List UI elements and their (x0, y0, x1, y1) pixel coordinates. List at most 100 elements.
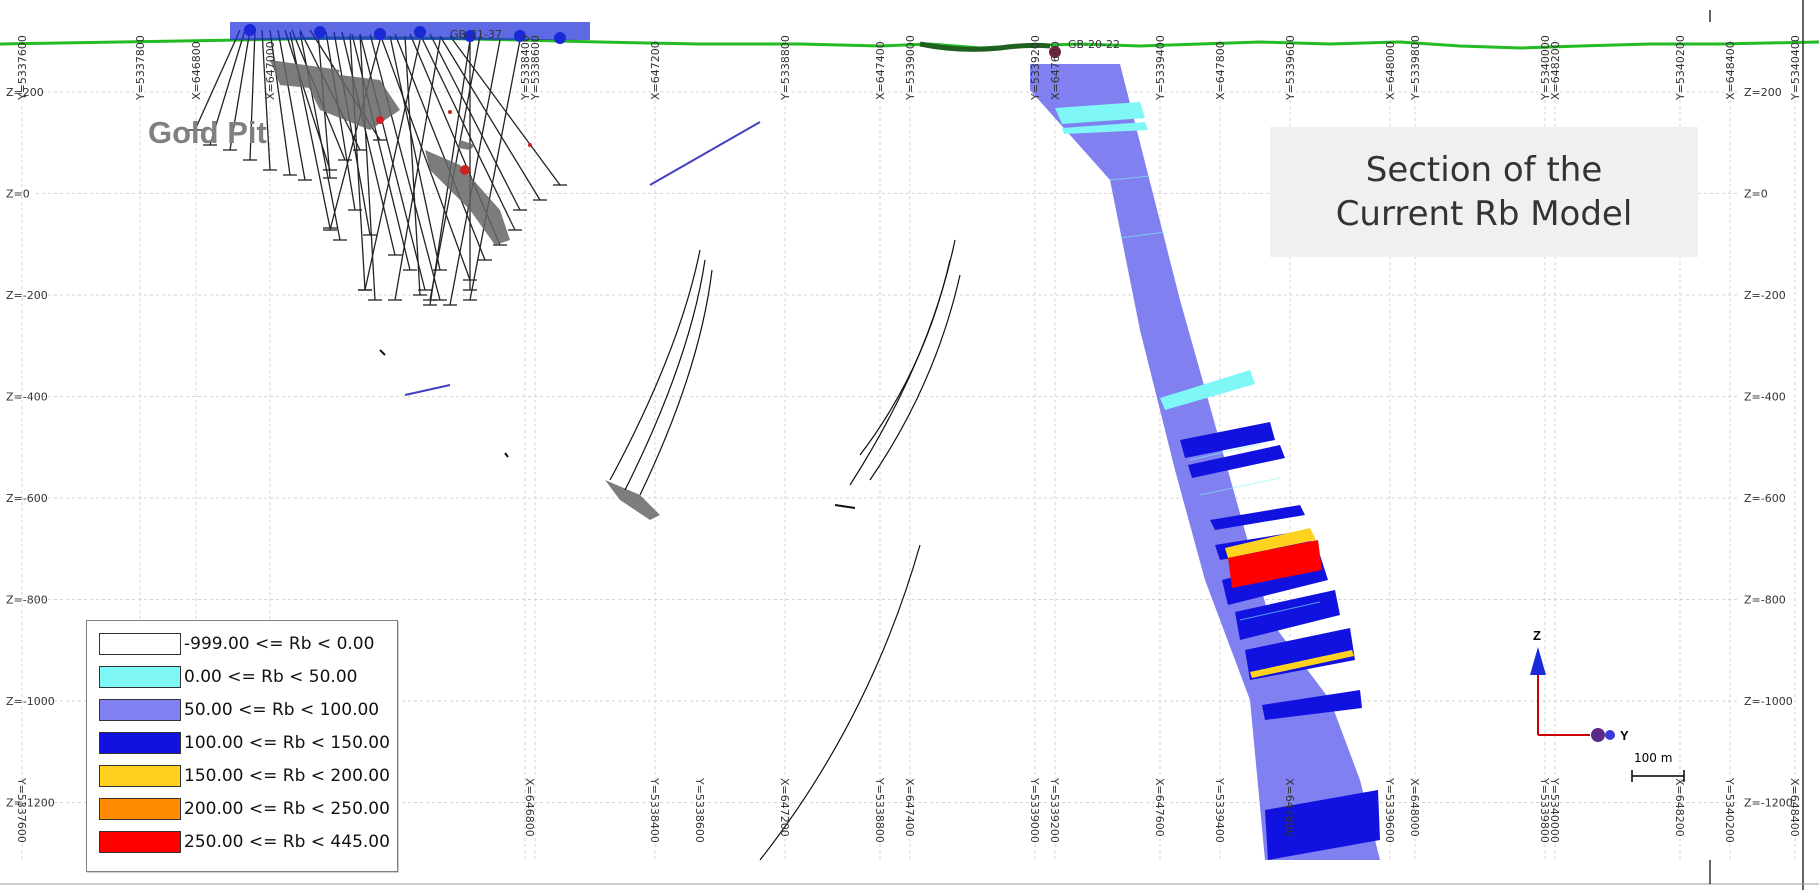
long-drillholes (379, 121, 961, 861)
compass-y-marker-icon (1591, 728, 1605, 742)
top-tick-label: X=648200 (1549, 41, 1562, 100)
top-tick-label: X=647800 (1214, 41, 1227, 100)
top-tick-label: X=648000 (1384, 41, 1397, 100)
z-label: Z=200 (1744, 86, 1782, 99)
z-labels-left: Z=200 Z=0 Z=-200 Z=-400 Z=-600 Z=-800 Z=-1000 Z… (6, 86, 55, 810)
drillhole-trace (504, 452, 509, 458)
bottom-tick-label: X=647800 (1283, 778, 1296, 837)
model-high-band (1262, 690, 1362, 720)
collar-band (230, 22, 590, 40)
bottom-tick-label: X=648200 (1673, 778, 1686, 837)
top-tick-label: Y=5340200 (1674, 35, 1687, 101)
model-mid-band (1250, 650, 1354, 678)
pit-drillhole-trace (269, 29, 291, 176)
bottom-tick-label: Y=5340000 (1548, 777, 1561, 843)
bottom-tick-label: Y=5337600 (15, 777, 28, 843)
pit-drillhole-trace (359, 33, 376, 301)
red-spot (448, 110, 452, 114)
pit-grey-lenses (270, 60, 660, 520)
legend-label: 50.00 <= Rb < 100.00 (184, 700, 380, 720)
z-labels-right: Z=200 Z=0 Z=-200 Z=-400 Z=-600 Z=-800 Z=-1000 Z… (1744, 86, 1793, 810)
z-label: Z=-600 (6, 492, 48, 505)
legend-swatch (99, 831, 181, 853)
pit-drillhole-trace (449, 39, 501, 306)
pit-drillhole-trace (194, 29, 241, 131)
legend: -999.00 <= Rb < 0.00 0.00 <= Rb < 50.00 … (86, 620, 398, 872)
bottom-tick-label: X=647400 (903, 778, 916, 837)
streak (1239, 601, 1321, 621)
top-tick-label: X=647200 (649, 41, 662, 100)
cluster-hole-label: GB-21-37 (450, 28, 502, 41)
legend-label: 0.00 <= Rb < 50.00 (184, 667, 358, 687)
legend-label: 150.00 <= Rb < 200.00 (184, 766, 390, 786)
pit-drillhole-trace (449, 35, 561, 186)
drillhole-trace (379, 349, 386, 356)
top-tick-label: X=648400 (1724, 41, 1737, 100)
top-tick-label: Y=5339000 (904, 35, 917, 101)
top-tick-label: Y=5339800 (1409, 35, 1422, 101)
compass-z-arrow-icon (1530, 647, 1546, 675)
z-label: Z=-1000 (1744, 695, 1793, 708)
pit-drillhole-trace (249, 29, 256, 161)
compass-z-label: Z (1533, 628, 1541, 643)
top-tick-label: X=646800 (190, 41, 203, 100)
streak (1189, 443, 1261, 461)
grey-lens (270, 60, 340, 90)
bottom-tick-label: Y=5339800 (1538, 777, 1551, 843)
z-label: Z=0 (6, 188, 30, 201)
z-label: Z=-800 (6, 594, 48, 607)
topography-depression (919, 41, 1051, 52)
legend-row: 0.00 <= Rb < 50.00 (99, 664, 357, 690)
legend-row: 250.00 <= Rb < 445.00 (99, 829, 390, 855)
model-low-band (1160, 370, 1255, 410)
drillhole-trace (759, 544, 921, 861)
z-label: Z=200 (6, 86, 44, 99)
bottom-tick-labels: Y=5337600 X=646800 Y=5338400 Y=5338600 X=647… (15, 777, 1801, 843)
grey-lens (605, 480, 660, 520)
pit-drillhole-trace (329, 39, 381, 231)
top-tick-label: Y=5338600 (529, 35, 542, 101)
legend-swatch (99, 732, 181, 754)
model-fine-streaks (1109, 175, 1321, 621)
legend-swatch (99, 765, 181, 787)
model-low-band (1062, 122, 1148, 134)
legend-swatch (99, 798, 181, 820)
legend-label: -999.00 <= Rb < 0.00 (184, 634, 375, 654)
pit-drillhole-trace (325, 31, 356, 211)
top-tick-label: Y=5337600 (16, 35, 29, 101)
streak (1119, 231, 1166, 239)
drillhole-trace (649, 121, 761, 186)
pit-drillhole-trace (404, 35, 421, 296)
top-tick-label: Y=5340000 (1539, 35, 1552, 101)
bottom-tick-label: Y=5339200 (1048, 777, 1061, 843)
top-tick-label: Y=5338400 (519, 35, 532, 101)
drillhole-trace (624, 259, 706, 491)
legend-row: 150.00 <= Rb < 200.00 (99, 763, 390, 789)
z-label: Z=-800 (1744, 594, 1786, 607)
bottom-tick-label: X=648400 (1788, 778, 1801, 837)
drillhole-trace (609, 249, 701, 481)
scale-bar-label: 100 m (1634, 751, 1672, 765)
pit-drillhole-trace (333, 31, 371, 236)
legend-label: 200.00 <= Rb < 250.00 (184, 799, 390, 819)
model-high-band (1245, 628, 1355, 680)
z-label: Z=-400 (6, 391, 48, 404)
drillhole-trace (834, 504, 856, 509)
streak (1109, 175, 1151, 181)
bottom-tick-label: Y=5339600 (1383, 777, 1396, 843)
legend-row: 100.00 <= Rb < 150.00 (99, 730, 390, 756)
top-tick-label: Y=5338800 (779, 35, 792, 101)
pit-drillhole-trace (229, 29, 251, 151)
bottom-tick-label: Y=5339400 (1213, 777, 1226, 843)
pit-drillhole-trace (439, 35, 541, 201)
bottom-tick-label: X=646800 (523, 778, 536, 837)
top-tick-label: Y=5337800 (134, 35, 147, 101)
z-label: Z=-600 (1744, 492, 1786, 505)
orientation-compass: Z Y (1530, 628, 1629, 743)
top-tick-label: X=647400 (874, 41, 887, 100)
title-line-1: Section of the (1365, 150, 1603, 190)
z-label: Z=-200 (1744, 289, 1786, 302)
bottom-tick-label: X=647200 (778, 778, 791, 837)
legend-swatch (99, 633, 181, 655)
